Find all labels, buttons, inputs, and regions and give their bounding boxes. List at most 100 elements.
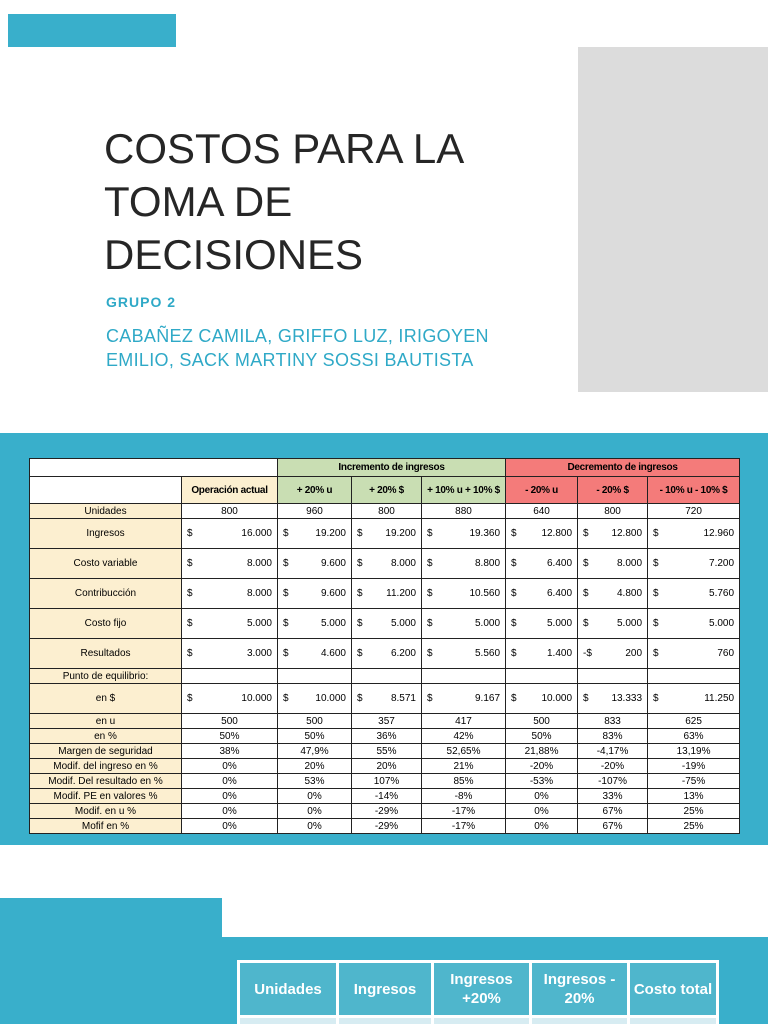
- value-cell: $9.600: [277, 548, 352, 579]
- amount: 13.333: [611, 693, 643, 704]
- currency-symbol: $: [357, 528, 363, 539]
- currency-symbol: $: [187, 558, 193, 569]
- value-cell: 0%: [277, 788, 352, 804]
- value-cell: [277, 668, 352, 684]
- value-cell: -75%: [647, 773, 741, 789]
- currency-symbol: $: [357, 648, 363, 659]
- value-cell: -20%: [505, 758, 579, 774]
- currency-symbol: $: [283, 588, 289, 599]
- slide-title-line: DECISIONES: [104, 231, 364, 278]
- decorative-gray-panel: [578, 47, 768, 392]
- summary-stub-cell: [240, 1018, 336, 1024]
- currency-symbol: -$: [583, 648, 592, 659]
- blank-corner-cell: [29, 458, 278, 477]
- amount: 8.800: [475, 558, 501, 569]
- value-cell: 625: [647, 713, 741, 729]
- row-label: Modif. PE en valores %: [29, 788, 182, 804]
- amount: 5.560: [475, 648, 501, 659]
- value-cell: 13,19%: [647, 743, 741, 759]
- currency-symbol: $: [653, 558, 659, 569]
- value-cell: 0%: [181, 788, 278, 804]
- value-cell: $5.000: [505, 608, 579, 639]
- summary-column-header: Unidades: [240, 963, 336, 1015]
- summary-stub-cell: [532, 1018, 627, 1024]
- value-cell: 25%: [647, 803, 741, 819]
- authors-line: EMILIO, SACK MARTINY SOSSI BAUTISTA: [106, 350, 474, 370]
- amount: 10.000: [315, 693, 346, 704]
- value-cell: $19.360: [420, 518, 507, 549]
- value-cell: 0%: [505, 818, 579, 834]
- value-cell: $11.250: [647, 683, 741, 714]
- currency-symbol: $: [187, 528, 193, 539]
- value-cell: 67%: [577, 803, 649, 819]
- column-header: + 10% u + 10% $: [420, 476, 507, 504]
- value-cell: $10.560: [420, 578, 507, 609]
- amount: 19.200: [315, 528, 346, 539]
- value-cell: 20%: [351, 758, 422, 774]
- value-cell: -$ 200: [577, 638, 649, 669]
- amount: 5.000: [475, 618, 501, 629]
- currency-symbol: $: [511, 558, 517, 569]
- slide-authors: CABAÑEZ CAMILA, GRIFFO LUZ, IRIGOYEN EMI…: [106, 324, 489, 372]
- group-header-incremento: Incremento de ingresos: [276, 458, 507, 477]
- value-cell: -14%: [351, 788, 422, 804]
- amount: 5.000: [709, 618, 735, 629]
- column-header: + 20% u: [277, 476, 352, 504]
- currency-symbol: $: [283, 528, 289, 539]
- amount: 11.250: [704, 693, 735, 704]
- slide-title: COSTOS PARA LA TOMA DE DECISIONES: [104, 122, 464, 281]
- value-cell: 13%: [647, 788, 741, 804]
- row-label: Mofif en %: [29, 818, 182, 834]
- value-cell: 800: [181, 503, 278, 519]
- currency-symbol: $: [427, 528, 433, 539]
- column-header: - 20% $: [577, 476, 649, 504]
- value-cell: $8.000: [181, 548, 278, 579]
- amount: 4.800: [617, 588, 643, 599]
- value-cell: 55%: [351, 743, 422, 759]
- amount: 19.360: [469, 528, 501, 539]
- value-cell: 720: [647, 503, 741, 519]
- value-cell: $16.000: [181, 518, 278, 549]
- value-cell: $1.400: [505, 638, 579, 669]
- value-cell: 500: [277, 713, 352, 729]
- value-cell: 38%: [181, 743, 278, 759]
- currency-symbol: $: [427, 693, 433, 704]
- value-cell: 42%: [420, 728, 507, 744]
- amount: 5.000: [320, 618, 346, 629]
- value-cell: 0%: [277, 818, 352, 834]
- slide-title-line: TOMA DE: [104, 178, 293, 225]
- value-cell: -20%: [577, 758, 649, 774]
- value-cell: 50%: [181, 728, 278, 744]
- value-cell: 85%: [420, 773, 507, 789]
- value-cell: $5.760: [647, 578, 741, 609]
- group-header-decremento: Decremento de ingresos: [505, 458, 741, 477]
- value-cell: $5.000: [420, 608, 507, 639]
- value-cell: [505, 668, 579, 684]
- value-cell: $5.000: [181, 608, 278, 639]
- summary-column-header: Costo total: [630, 963, 716, 1015]
- currency-symbol: $: [283, 558, 289, 569]
- currency-symbol: $: [653, 618, 659, 629]
- currency-symbol: $: [427, 648, 433, 659]
- value-cell: 63%: [647, 728, 741, 744]
- value-cell: $6.400: [505, 578, 579, 609]
- summary-header-row: Unidades Ingresos Ingresos +20% Ingresos - …: [240, 963, 716, 1015]
- amount: 6.400: [547, 588, 573, 599]
- value-cell: 21,88%: [505, 743, 579, 759]
- value-cell: $5.560: [420, 638, 507, 669]
- row-label: en u: [29, 713, 182, 729]
- value-cell: [181, 668, 278, 684]
- column-header: + 20% $: [351, 476, 422, 504]
- currency-symbol: $: [357, 558, 363, 569]
- slide-title-line: COSTOS PARA LA: [104, 125, 465, 172]
- value-cell: -107%: [577, 773, 649, 789]
- value-cell: -8%: [420, 788, 507, 804]
- currency-symbol: $: [653, 528, 659, 539]
- currency-symbol: $: [583, 618, 589, 629]
- value-cell: 800: [577, 503, 649, 519]
- amount: 8.000: [246, 588, 272, 599]
- row-label: Contribucción: [29, 578, 182, 609]
- row-label: Margen de seguridad: [29, 743, 182, 759]
- value-cell: 50%: [505, 728, 579, 744]
- currency-symbol: $: [511, 648, 517, 659]
